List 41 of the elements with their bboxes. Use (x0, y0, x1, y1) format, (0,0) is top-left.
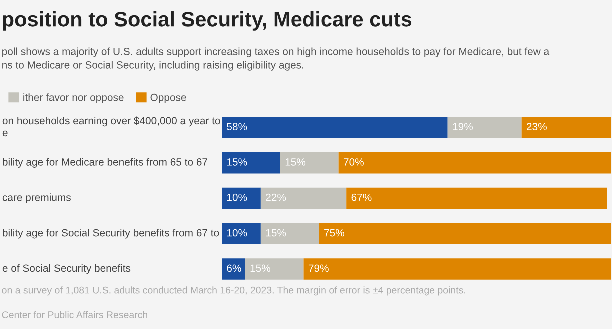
bar (222, 188, 261, 210)
bar (260, 223, 320, 245)
data-label: 23% (527, 123, 547, 130)
bar (245, 258, 304, 280)
text: Center for Public Affairs Research (2, 311, 148, 318)
y-tick-label: e of Social Security benefits (2, 264, 131, 274)
y-tick-label: care premiums (2, 194, 71, 204)
data-label: 15% (286, 158, 306, 166)
bar (522, 117, 612, 138)
data-label: 15% (266, 229, 286, 237)
bar (222, 223, 261, 245)
y-tick-label: bility age for Social Security benefits from 67 to (3, 229, 220, 239)
bar (448, 117, 522, 138)
data-label: 75% (324, 229, 344, 237)
bar (222, 152, 280, 174)
bar (222, 258, 246, 280)
data-label: 15% (250, 264, 271, 272)
data-label: 79% (308, 264, 329, 272)
bar (346, 188, 608, 210)
data-label: 70% (344, 158, 364, 166)
bar (222, 117, 448, 138)
bar (319, 223, 612, 245)
data-label: 67% (352, 194, 372, 202)
data-label: 58% (227, 123, 248, 130)
bar (338, 152, 612, 174)
chart-subtitle: poll shows a majority of U.S. adults support increasing taxes on high income households to pay for Medicare, but few a ns to Medicare or Social Security, including raising eligibility ages. (2, 48, 550, 71)
chart-title: position to Social Security, Medicare cuts (3, 12, 412, 31)
legend-label: Oppose (150, 94, 186, 104)
data-label: 15% (227, 158, 248, 166)
y-tick-label: on households earning over $400,000 a year to e (2, 116, 220, 137)
y-tick-label: bility age for Medicare benefits from 65 to 67 (3, 158, 208, 168)
legend-label: ither favor nor oppose (24, 94, 124, 104)
bar (260, 188, 347, 210)
data-label: 22% (266, 194, 286, 202)
bar (280, 152, 339, 174)
bar (304, 258, 612, 280)
data-label: 10% (227, 194, 248, 202)
data-label: 10% (227, 229, 248, 237)
data-label: 19% (453, 123, 473, 130)
data-label: 6% (227, 264, 242, 272)
annotation: on a survey of 1,081 U.S. adults conducted March 16-20, 2023. The margin of error is ±4 percentage points. (2, 286, 466, 296)
